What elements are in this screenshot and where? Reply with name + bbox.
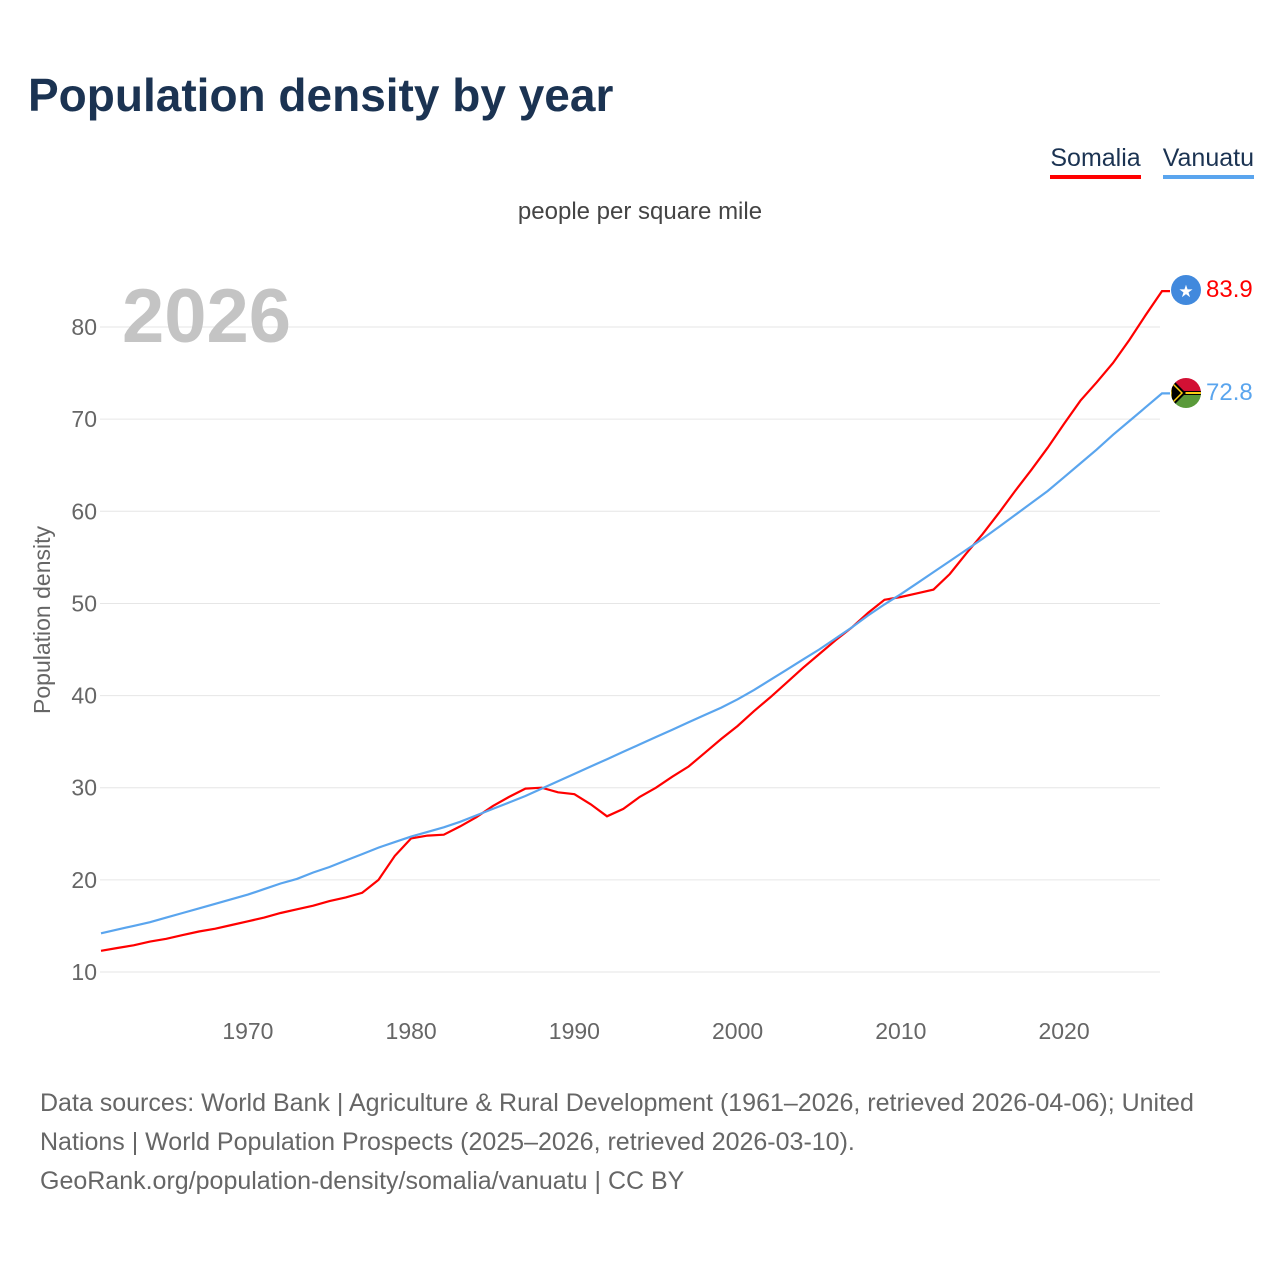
source-link[interactable]: GeoRank.org/population-density/somalia/v… — [40, 1167, 685, 1195]
x-tick-label: 2010 — [875, 1018, 926, 1044]
y-tick-label: 80 — [71, 314, 97, 340]
legend-item-vanuatu[interactable]: Vanuatu — [1162, 144, 1254, 179]
footer: Data sources: World Bank | Agriculture &… — [40, 1084, 1250, 1201]
y-axis-label: Population density — [29, 526, 55, 714]
chart-subtitle: people per square mile — [517, 198, 763, 225]
vanuatu-end-value: 72.8 — [1206, 379, 1253, 406]
x-tick-label: 1980 — [386, 1018, 437, 1044]
chart-title: Population density by year — [28, 69, 614, 121]
y-tick-label: 40 — [71, 683, 97, 709]
somalia-end-value: 83.9 — [1206, 276, 1253, 303]
y-tick-label: 50 — [71, 590, 97, 616]
series-line-vanuatu[interactable] — [100, 392, 1170, 935]
data-sources: Data sources: World Bank | Agriculture &… — [40, 1089, 1194, 1156]
legend-item-somalia[interactable]: Somalia — [1050, 144, 1141, 179]
y-tick-label: 60 — [71, 498, 97, 524]
x-tick-label: 2020 — [1038, 1018, 1089, 1044]
vanuatu-flag-icon — [1171, 378, 1201, 408]
y-tick-label: 20 — [71, 867, 97, 893]
x-tick-label: 1970 — [222, 1018, 273, 1044]
y-tick-label: 70 — [71, 406, 97, 432]
year-label: 2026 — [122, 274, 291, 359]
somalia-flag-icon: ★ — [1171, 275, 1201, 305]
x-tick-label: 1990 — [549, 1018, 600, 1044]
series-line-somalia[interactable] — [100, 290, 1170, 952]
svg-text:★: ★ — [1178, 282, 1193, 301]
y-tick-label: 10 — [71, 959, 97, 985]
x-tick-label: 2000 — [712, 1018, 763, 1044]
y-tick-label: 30 — [71, 775, 97, 801]
legend: Somalia Vanuatu — [1050, 144, 1254, 179]
